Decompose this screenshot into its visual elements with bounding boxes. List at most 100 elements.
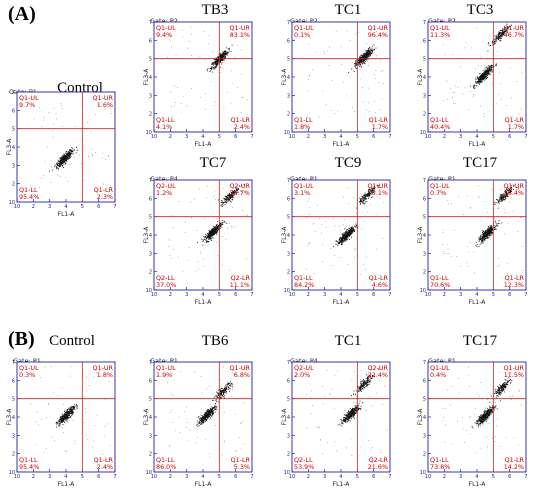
event-dot [200, 419, 202, 421]
event-dot [69, 414, 71, 416]
event-dot [69, 149, 71, 151]
event-dot [383, 202, 385, 203]
event-dot [69, 152, 71, 154]
event-dot [365, 198, 367, 200]
event-dot [483, 72, 485, 74]
event-dot [59, 176, 61, 177]
event-dot [474, 87, 476, 89]
event-dot [76, 146, 77, 148]
y-tick-label: 3 [287, 251, 290, 257]
event-dot [364, 60, 366, 62]
event-dot [481, 241, 483, 242]
event-dot [364, 63, 366, 65]
event-dot [478, 239, 480, 241]
event-dot [63, 161, 65, 163]
event-dot [40, 377, 42, 379]
event-dot [76, 150, 78, 151]
event-dot [204, 416, 206, 418]
event-dot [463, 214, 465, 215]
event-dot [63, 417, 65, 419]
event-dot [488, 71, 489, 73]
event-dot [221, 200, 223, 202]
event-dot [510, 189, 512, 191]
event-dot [77, 149, 79, 151]
event-dot [487, 231, 489, 233]
event-dot [369, 54, 371, 56]
event-dot [367, 211, 368, 213]
event-dot [224, 54, 226, 56]
event-dot [175, 102, 177, 103]
event-dot [453, 92, 455, 94]
x-tick-label: 4 [201, 292, 204, 298]
event-dot [488, 231, 490, 233]
event-dot [486, 235, 488, 237]
event-dot [73, 150, 75, 152]
event-dot [478, 238, 480, 240]
event-dot [213, 407, 215, 408]
event-dot [486, 68, 488, 70]
event-dot [451, 203, 452, 205]
event-dot [486, 231, 488, 233]
event-dot [229, 381, 231, 383]
event-dot [484, 236, 485, 238]
event-dot [507, 29, 509, 31]
event-dot [492, 41, 494, 43]
event-dot [209, 231, 211, 233]
event-dot [197, 420, 199, 422]
x-tick-label: 7 [250, 474, 253, 480]
event-dot [231, 196, 233, 198]
event-dot [224, 204, 226, 206]
event-dot [58, 420, 60, 422]
event-dot [347, 236, 349, 238]
event-dot [491, 188, 492, 190]
quadrant-ll-value: 37.0% [156, 281, 176, 289]
event-dot [501, 35, 503, 37]
event-dot [337, 110, 339, 112]
event-dot [230, 51, 232, 53]
event-dot [359, 198, 361, 200]
event-dot [511, 97, 512, 99]
event-dot [235, 189, 237, 191]
event-dot [201, 239, 203, 240]
event-dot [365, 58, 367, 60]
event-dot [346, 233, 348, 235]
event-dot [465, 42, 467, 43]
event-dot [346, 235, 348, 237]
event-dot [215, 60, 217, 62]
event-dot [212, 410, 214, 412]
event-dot [487, 233, 489, 235]
event-dot [483, 76, 485, 78]
event-dot [508, 191, 510, 193]
event-dot [492, 40, 494, 42]
x-axis-label: FL1-A [333, 141, 351, 148]
event-dot [219, 224, 221, 226]
event-dot [203, 416, 205, 418]
event-dot [496, 35, 498, 37]
event-dot [65, 412, 67, 413]
event-dot [485, 76, 487, 78]
event-dot [207, 413, 209, 415]
y-tick-label: 3 [12, 163, 15, 169]
event-dot [481, 240, 483, 242]
event-dot [342, 243, 343, 245]
event-dot [493, 66, 495, 67]
event-dot [235, 413, 236, 415]
event-dot [228, 195, 229, 196]
event-dot [64, 162, 66, 163]
event-dot [223, 52, 224, 53]
event-dot [217, 56, 219, 58]
event-dot [54, 440, 55, 442]
y-tick-label: 4 [423, 75, 426, 81]
event-dot [226, 53, 228, 55]
event-dot [229, 390, 231, 392]
event-dot [226, 201, 228, 203]
event-dot [58, 165, 60, 167]
event-dot [363, 53, 365, 55]
event-dot [477, 77, 479, 79]
event-dot [226, 52, 228, 54]
event-dot [496, 34, 498, 36]
event-dot [223, 106, 225, 108]
event-dot [224, 201, 226, 202]
event-dot [497, 201, 499, 203]
event-dot [496, 199, 498, 201]
